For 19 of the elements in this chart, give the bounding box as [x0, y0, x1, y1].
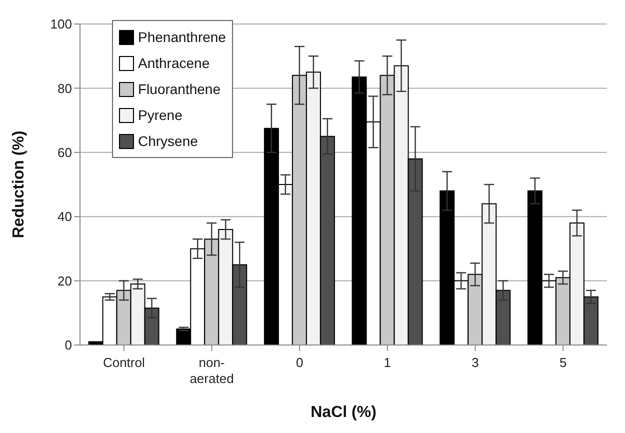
y-tick-label: 40	[58, 209, 72, 224]
x-tick-label: 0	[296, 355, 304, 370]
legend-label: Chrysene	[137, 132, 199, 151]
legend-label: Pyrene	[137, 106, 184, 125]
y-tick-label: 0	[64, 338, 72, 353]
x-tick-label: Control	[102, 355, 145, 370]
y-tick-label: 20	[58, 273, 72, 288]
x-tick-label: non- aerated	[190, 355, 234, 386]
y-tick-label: 100	[50, 16, 72, 32]
x-tick-label: 3	[472, 355, 479, 370]
legend-label: Fluoranthene	[137, 80, 222, 99]
x-axis-title: NaCl (%)	[310, 404, 376, 421]
y-tick-label: 80	[58, 80, 72, 96]
legend-label: Anthracene	[137, 54, 211, 73]
x-tick-label: 1	[384, 355, 392, 370]
x-tick-label: 5	[559, 355, 567, 370]
y-axis-title: Reduction (%)	[10, 130, 28, 238]
legend-label: Phenanthrene	[137, 28, 226, 47]
y-tick-label: 60	[58, 145, 72, 160]
